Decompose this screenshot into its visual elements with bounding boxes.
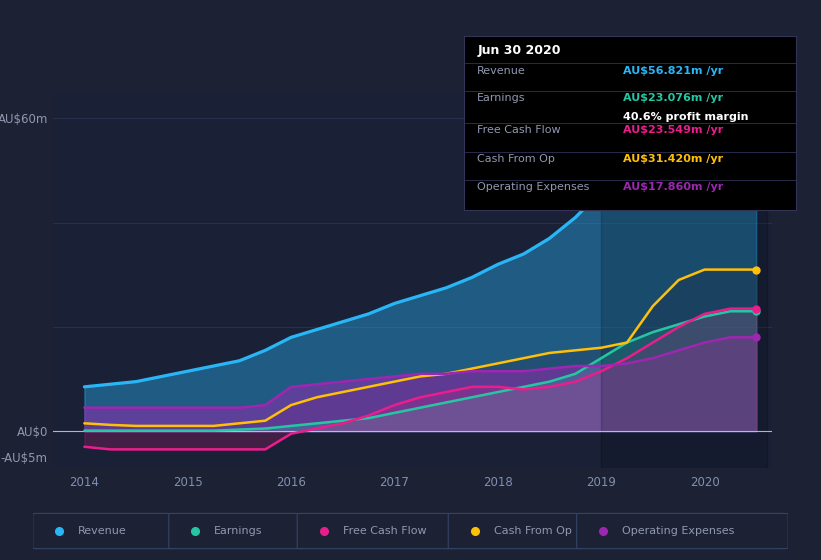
Text: AU$23.076m /yr: AU$23.076m /yr [623,93,723,103]
Text: AU$56.821m /yr: AU$56.821m /yr [623,66,724,76]
Text: Operating Expenses: Operating Expenses [477,182,589,192]
Text: Cash From Op: Cash From Op [493,526,571,535]
Text: Cash From Op: Cash From Op [477,153,555,164]
Text: Jun 30 2020: Jun 30 2020 [477,44,561,57]
FancyBboxPatch shape [297,514,456,549]
Text: Revenue: Revenue [78,526,127,535]
Text: 40.6% profit margin: 40.6% profit margin [623,112,749,122]
Text: Operating Expenses: Operating Expenses [622,526,734,535]
Text: Free Cash Flow: Free Cash Flow [342,526,426,535]
Text: Earnings: Earnings [477,93,525,103]
FancyBboxPatch shape [169,514,305,549]
Text: AU$31.420m /yr: AU$31.420m /yr [623,153,723,164]
Text: AU$17.860m /yr: AU$17.860m /yr [623,182,724,192]
FancyBboxPatch shape [448,514,585,549]
Text: AU$23.549m /yr: AU$23.549m /yr [623,125,724,135]
Bar [601,92,767,468]
FancyBboxPatch shape [33,514,177,549]
FancyBboxPatch shape [576,514,788,549]
Text: Earnings: Earnings [214,526,263,535]
Text: Free Cash Flow: Free Cash Flow [477,125,561,135]
Text: Revenue: Revenue [477,66,526,76]
